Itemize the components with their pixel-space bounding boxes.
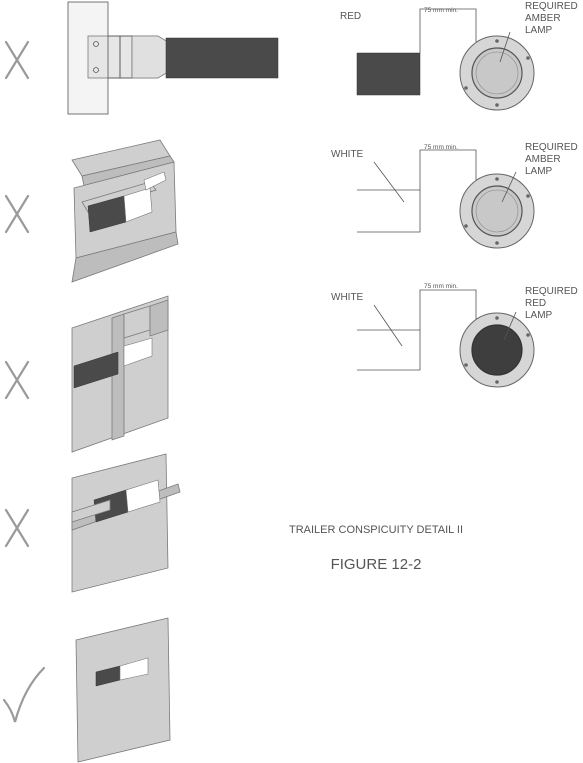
lamp-label-1-line1: REQUIRED	[525, 1, 578, 12]
dimension-2: 75 mm min.	[424, 144, 458, 151]
strip-label-3: WHITE	[331, 292, 364, 303]
example-1-cross-mark	[4, 40, 30, 80]
example-4-cross-mark	[4, 508, 30, 548]
lamp-detail-2: WHITE 75 mm min. REQUIRED AMBER LAMP	[331, 142, 578, 249]
lamp-label-2-line3: LAMP	[525, 166, 553, 177]
lamp-label-3-line2: RED	[525, 298, 546, 309]
strip-label-2: WHITE	[331, 149, 364, 160]
svg-text:REQUIRED: REQUIRED	[525, 1, 578, 12]
example-2-cross-mark	[4, 194, 30, 234]
svg-text:LAMP: LAMP	[525, 25, 553, 36]
lamp-label-3-line3: LAMP	[525, 310, 553, 321]
example-5-flat-drawing	[75, 617, 171, 763]
svg-text:AMBER: AMBER	[525, 13, 561, 24]
dimension-3: 75 mm min.	[424, 283, 458, 290]
red-strip	[356, 52, 421, 96]
amber-lamp-1	[471, 47, 523, 99]
amber-lamp-2	[471, 185, 523, 237]
lamp-label-3-line1: REQUIRED	[525, 286, 578, 297]
caption-figure: FIGURE 12-2	[331, 556, 422, 573]
example-1-hinge-drawing	[67, 1, 279, 115]
example-3-cross-mark	[4, 360, 30, 400]
strip-label-1: RED	[340, 11, 361, 22]
lamp-label-2-line2: AMBER	[525, 154, 561, 165]
example-4-ledge-drawing	[71, 453, 181, 593]
dimension-1: 75 mm min.	[424, 7, 458, 14]
caption-title: TRAILER CONSPICUITY DETAIL II	[289, 524, 463, 536]
lamp-label-2-line1: REQUIRED	[525, 142, 578, 153]
red-lamp-3	[471, 324, 523, 376]
example-2-corrugated-drawing	[71, 139, 179, 283]
lamp-label-1-line2: AMBER	[525, 13, 561, 24]
example-3-seam-drawing	[71, 295, 169, 453]
lamp-detail-1: RED 75 mm min. REQUIRED AMBER LAMP	[340, 1, 578, 111]
lamp-label-1-line3: LAMP	[525, 25, 553, 36]
example-5-check-mark	[2, 666, 46, 723]
lamp-detail-3: WHITE 75 mm min. REQUIRED RED LAMP	[331, 283, 578, 388]
